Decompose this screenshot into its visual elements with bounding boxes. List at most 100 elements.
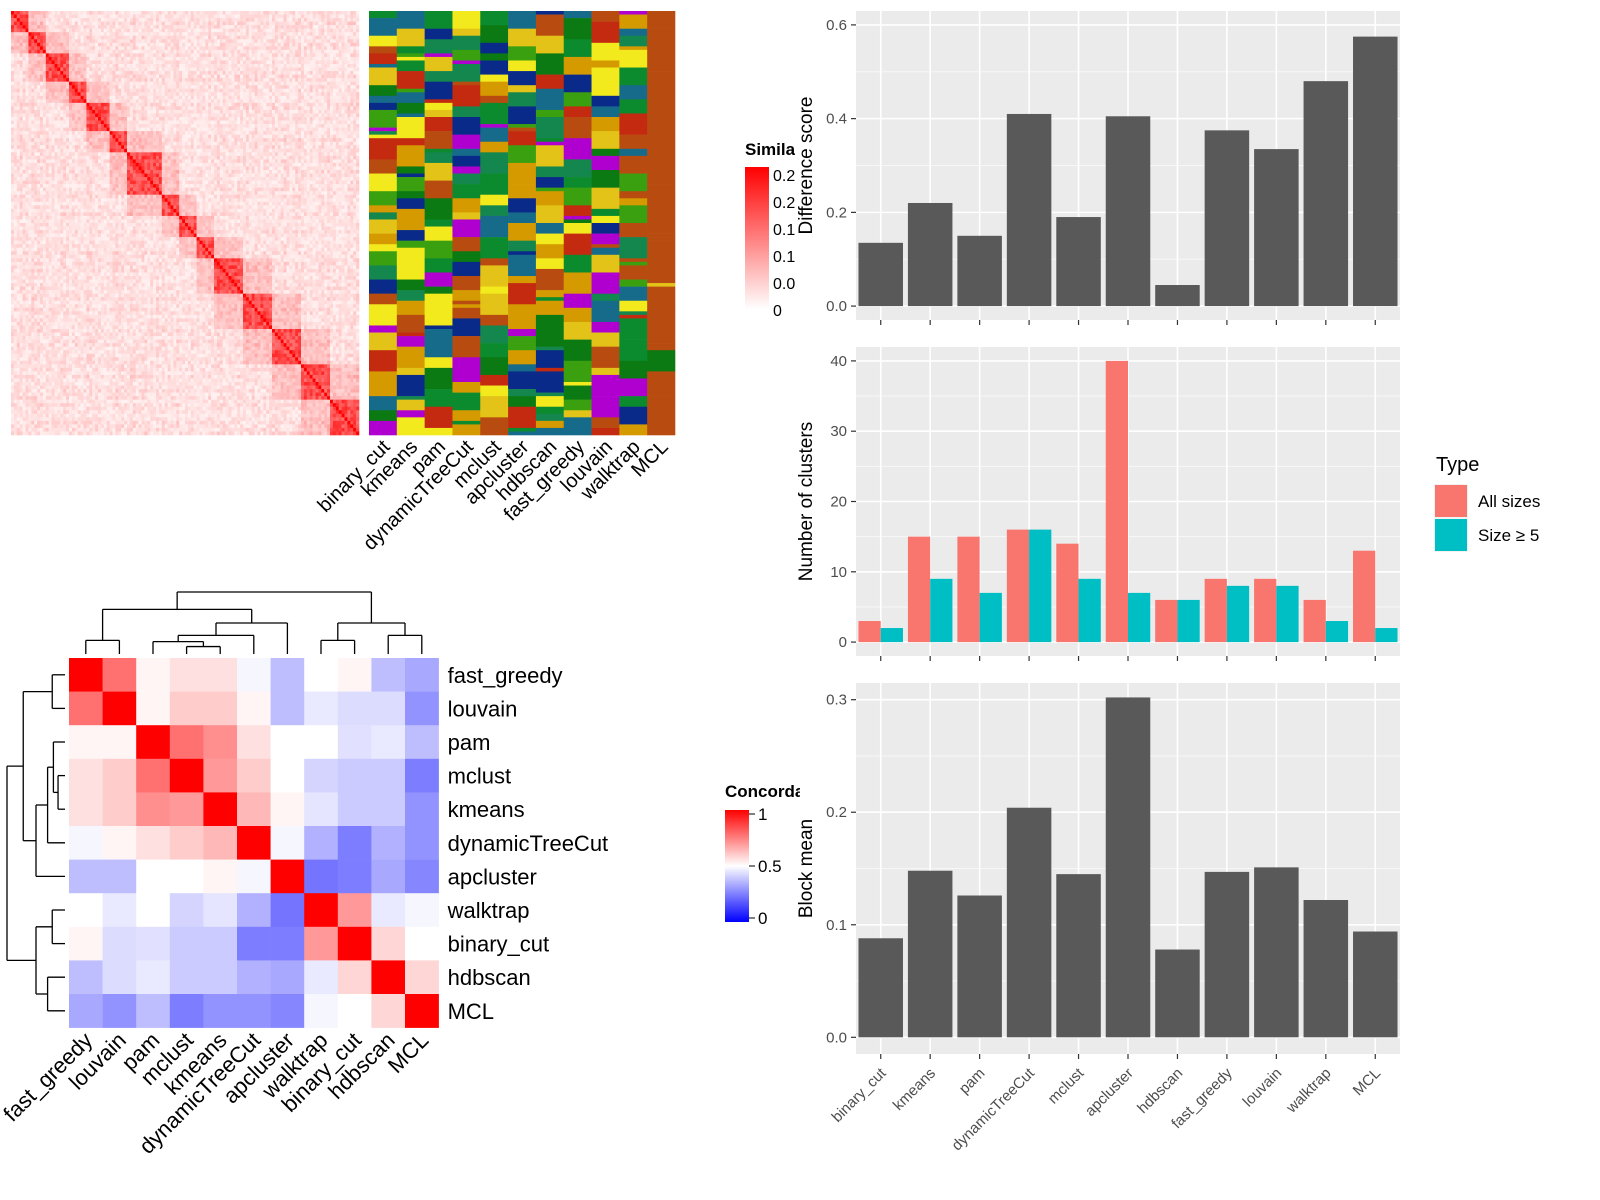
similarity-cell — [240, 32, 244, 37]
similarity-cell — [196, 28, 200, 33]
similarity-cell — [150, 39, 154, 44]
similarity-cell — [173, 85, 177, 90]
similarity-cell — [173, 35, 177, 40]
similarity-cell — [115, 78, 119, 82]
similarity-cell — [225, 11, 229, 15]
similarity-cell — [187, 109, 192, 114]
similarity-cell — [121, 85, 125, 90]
similarity-cell — [219, 145, 223, 150]
similarity-cell — [330, 28, 334, 33]
similarity-cell — [156, 71, 160, 75]
similarity-cell — [182, 148, 186, 153]
similarity-cell — [92, 85, 96, 90]
similarity-cell — [280, 95, 284, 100]
similarity-cell — [98, 95, 102, 100]
similarity-cell — [109, 21, 113, 26]
similarity-cell — [283, 138, 287, 143]
similarity-cell — [170, 148, 174, 153]
similarity-cell — [303, 138, 308, 143]
similarity-cell — [231, 88, 235, 93]
similarity-cell — [147, 138, 151, 143]
similarity-cell — [161, 92, 165, 97]
similarity-cell — [335, 64, 339, 68]
similarity-cell — [266, 145, 270, 150]
similarity-cell — [57, 117, 61, 121]
similarity-cell — [57, 85, 61, 90]
similarity-cell — [45, 141, 49, 146]
similarity-cell — [321, 56, 325, 61]
similarity-cell — [274, 120, 279, 125]
similarity-cell — [138, 102, 142, 107]
similarity-cell — [19, 74, 23, 79]
similarity-cell — [158, 78, 163, 82]
similarity-cell — [289, 49, 293, 54]
similarity-cell — [121, 53, 125, 58]
similarity-cell — [298, 148, 302, 153]
similarity-cell — [89, 67, 93, 72]
similarity-cell — [170, 18, 174, 22]
similarity-cell — [234, 14, 238, 19]
similarity-cell — [312, 124, 316, 128]
similarity-cell — [11, 95, 15, 100]
similarity-cell — [170, 127, 174, 132]
similarity-cell — [208, 64, 212, 68]
similarity-cell — [69, 127, 73, 132]
similarity-cell — [80, 56, 84, 61]
similarity-cell — [295, 106, 299, 111]
similarity-cell — [266, 11, 270, 15]
similarity-cell — [34, 18, 38, 22]
similarity-cell — [289, 14, 293, 19]
similarity-cell — [127, 155, 131, 160]
similarity-cell — [135, 88, 139, 93]
similarity-cell — [89, 106, 93, 111]
similarity-cell — [132, 42, 136, 47]
similarity-cell — [100, 18, 105, 22]
similarity-cell — [187, 14, 192, 19]
similarity-cell — [248, 46, 252, 51]
similarity-cell — [80, 71, 84, 75]
similarity-cell — [356, 53, 360, 58]
similarity-cell — [74, 117, 78, 121]
similarity-cell — [98, 99, 102, 104]
similarity-cell — [254, 102, 258, 107]
similarity-cell — [185, 92, 189, 97]
similarity-cell — [31, 56, 35, 61]
similarity-cell — [13, 155, 18, 160]
similarity-cell — [124, 71, 128, 75]
similarity-cell — [202, 145, 206, 150]
similarity-cell — [60, 49, 64, 54]
similarity-cell — [63, 18, 67, 22]
similarity-cell — [219, 155, 223, 160]
similarity-cell — [13, 131, 18, 135]
similarity-cell — [190, 32, 194, 37]
similarity-cell — [103, 152, 107, 157]
similarity-cell — [295, 67, 299, 72]
similarity-cell — [89, 49, 93, 54]
similarity-cell — [190, 53, 194, 58]
similarity-cell — [118, 102, 122, 107]
similarity-cell — [309, 18, 313, 22]
similarity-cell — [98, 78, 102, 82]
similarity-cell — [277, 109, 281, 114]
similarity-cell — [51, 85, 55, 90]
similarity-cell — [228, 74, 232, 79]
similarity-cell — [222, 39, 226, 44]
similarity-cell — [19, 85, 23, 90]
similarity-cell — [240, 141, 244, 146]
similarity-cell — [330, 106, 334, 111]
similarity-cell — [31, 113, 35, 118]
similarity-cell — [266, 49, 270, 54]
similarity-cell — [92, 42, 96, 47]
similarity-cell — [344, 106, 348, 111]
similarity-cell — [100, 95, 105, 100]
similarity-cell — [237, 106, 241, 111]
similarity-cell — [263, 152, 267, 157]
similarity-cell — [179, 124, 183, 128]
similarity-cell — [11, 14, 15, 19]
similarity-cell — [103, 71, 107, 75]
similarity-cell — [292, 74, 296, 79]
similarity-cell — [185, 11, 189, 15]
similarity-cell — [277, 18, 281, 22]
similarity-cell — [109, 141, 113, 146]
similarity-cell — [22, 85, 26, 90]
